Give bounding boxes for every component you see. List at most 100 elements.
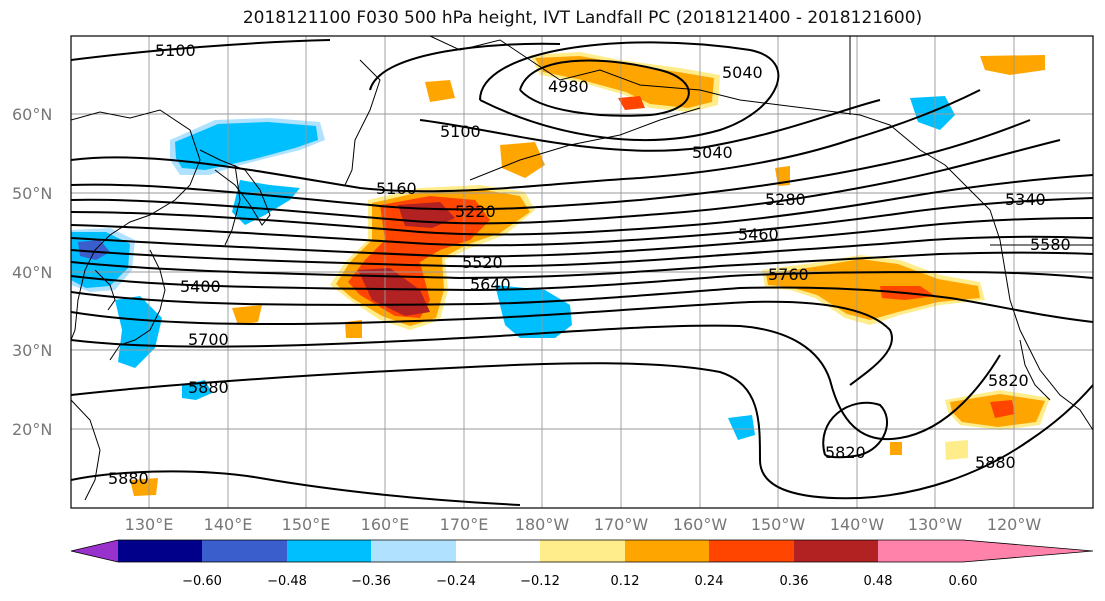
coast-sakhalin bbox=[224, 164, 241, 246]
contour-5820 bbox=[71, 324, 1001, 441]
ivt-shading bbox=[71, 52, 1050, 496]
colorbar-extend-left bbox=[71, 540, 118, 562]
contour-5880 bbox=[71, 362, 1093, 500]
shade-bc-orange bbox=[980, 55, 1045, 75]
shade-japan-sea-dark bbox=[78, 240, 110, 260]
colorbar-extend-right bbox=[963, 540, 1093, 562]
contour-label: 5220 bbox=[455, 202, 496, 221]
colorbar-segment bbox=[287, 540, 371, 562]
colorbar-segment bbox=[540, 540, 625, 562]
contour-label-group: 5100 4980 5040 5100 5040 5160 5220 5280 … bbox=[108, 41, 1071, 488]
shade-aleutian-orange bbox=[500, 142, 545, 178]
contour-5400 bbox=[71, 197, 1093, 247]
coast-asia bbox=[71, 109, 201, 341]
colorbar-tick-label: 0.48 bbox=[864, 574, 893, 589]
colorbar-tick-label: −0.24 bbox=[436, 574, 476, 589]
coast-baja bbox=[1019, 339, 1051, 401]
colorbar-tick-label: 0.24 bbox=[695, 574, 724, 589]
coast-alaska-west bbox=[344, 59, 381, 186]
contour-label: 5880 bbox=[108, 469, 149, 488]
shade-ne-orange bbox=[535, 56, 714, 108]
shade-okhotsk bbox=[175, 122, 318, 170]
contour-label: 5400 bbox=[180, 277, 221, 296]
colorbar-segment bbox=[709, 540, 794, 562]
coast-korea bbox=[94, 269, 116, 311]
coast-china-south bbox=[71, 399, 101, 501]
map-title: 2018121100 F030 500 hPa height, IVT Land… bbox=[242, 8, 923, 28]
colorbar-segment bbox=[118, 540, 202, 562]
contour-5160 bbox=[71, 89, 981, 193]
contour-5820-low bbox=[822, 401, 889, 459]
colorbar-segment bbox=[794, 540, 878, 562]
contour-label: 5160 bbox=[376, 179, 417, 198]
shade-alaska-orange bbox=[425, 80, 455, 102]
shade-baja-red bbox=[990, 400, 1015, 418]
contour-label: 5520 bbox=[462, 253, 503, 272]
lon-label: 170°W bbox=[594, 515, 649, 534]
contour-label: 5880 bbox=[188, 378, 229, 397]
lon-label: 150°E bbox=[282, 515, 331, 534]
coast-alaska bbox=[429, 36, 1093, 431]
colorbar-tick-label: 0.60 bbox=[949, 574, 978, 589]
contour-label: 5580 bbox=[1030, 235, 1071, 254]
lon-label: 120°W bbox=[987, 515, 1042, 534]
height-contours bbox=[71, 39, 1093, 506]
coast-kamchatka bbox=[199, 149, 271, 226]
lat-label: 20°N bbox=[12, 420, 52, 439]
shade-sw-orange bbox=[130, 478, 158, 496]
contour-5700 bbox=[71, 286, 1093, 323]
contour-label: 5760 bbox=[768, 265, 809, 284]
lon-label: 160°W bbox=[673, 515, 728, 534]
contour-5580 bbox=[71, 251, 1093, 280]
contour-label: 4980 bbox=[548, 77, 589, 96]
colorbar-tick-label: −0.12 bbox=[520, 574, 560, 589]
contour-5280 bbox=[71, 139, 1061, 225]
contour-5100 bbox=[369, 42, 881, 152]
lon-label: 170°E bbox=[440, 515, 489, 534]
contour-label: 5820 bbox=[988, 371, 1029, 390]
shade-pacific-blue bbox=[495, 285, 572, 338]
shade-ne-red bbox=[618, 96, 645, 110]
colorbar-segment bbox=[456, 540, 540, 562]
shade-small-orange-2 bbox=[345, 320, 362, 338]
contour-5100-north bbox=[71, 39, 331, 61]
colorbar-tick-label: −0.60 bbox=[182, 574, 222, 589]
shade-small-orange-1 bbox=[232, 305, 262, 325]
coast-aleutians bbox=[469, 107, 701, 181]
contour-5880-south bbox=[71, 470, 521, 506]
colorbar-tick-label: −0.36 bbox=[351, 574, 391, 589]
shade-hawaii-orange bbox=[890, 442, 902, 455]
contour-5760 bbox=[71, 300, 893, 386]
colorbar-segment bbox=[202, 540, 287, 562]
contour-5460 bbox=[71, 217, 1093, 258]
colorbar-tick-label: 0.12 bbox=[611, 574, 640, 589]
latitude-labels: 20°N 30°N 40°N 50°N 60°N bbox=[12, 105, 52, 439]
lon-label: 160°E bbox=[361, 515, 410, 534]
lat-label: 50°N bbox=[12, 184, 52, 203]
colorbar-outline bbox=[70, 539, 1094, 563]
colorbar-segment bbox=[878, 540, 963, 562]
colorbar-tick-label: 0.36 bbox=[780, 574, 809, 589]
contour-5520 bbox=[71, 235, 1093, 268]
contour-label: 5040 bbox=[692, 143, 733, 162]
contour-label: 5100 bbox=[440, 122, 481, 141]
longitude-labels: 130°E 140°E 150°E 160°E 170°E 180°W 170°… bbox=[125, 515, 1042, 534]
shade-kuril-blue bbox=[232, 180, 300, 225]
contour-5640 bbox=[71, 270, 1093, 292]
contour-4980 bbox=[519, 59, 690, 117]
shade-island-blue bbox=[182, 380, 212, 400]
colorbar: −0.60 −0.48 −0.36 −0.24 −0.12 0.12 0.24 … bbox=[70, 539, 1094, 589]
map-frame bbox=[70, 35, 1094, 509]
contour-label: 5040 bbox=[722, 63, 763, 82]
contour-5340 bbox=[71, 174, 1093, 236]
contour-5040 bbox=[479, 41, 780, 141]
shade-canada-blue bbox=[910, 96, 955, 130]
colorbar-tick-label: −0.48 bbox=[267, 574, 307, 589]
contour-label: 5340 bbox=[1005, 190, 1046, 209]
lon-label: 130°E bbox=[125, 515, 174, 534]
contour-label: 5880 bbox=[975, 453, 1016, 472]
contour-5220 bbox=[71, 119, 1031, 211]
lon-label: 140°E bbox=[204, 515, 253, 534]
lon-label: 150°W bbox=[751, 515, 806, 534]
lon-label: 140°W bbox=[830, 515, 885, 534]
